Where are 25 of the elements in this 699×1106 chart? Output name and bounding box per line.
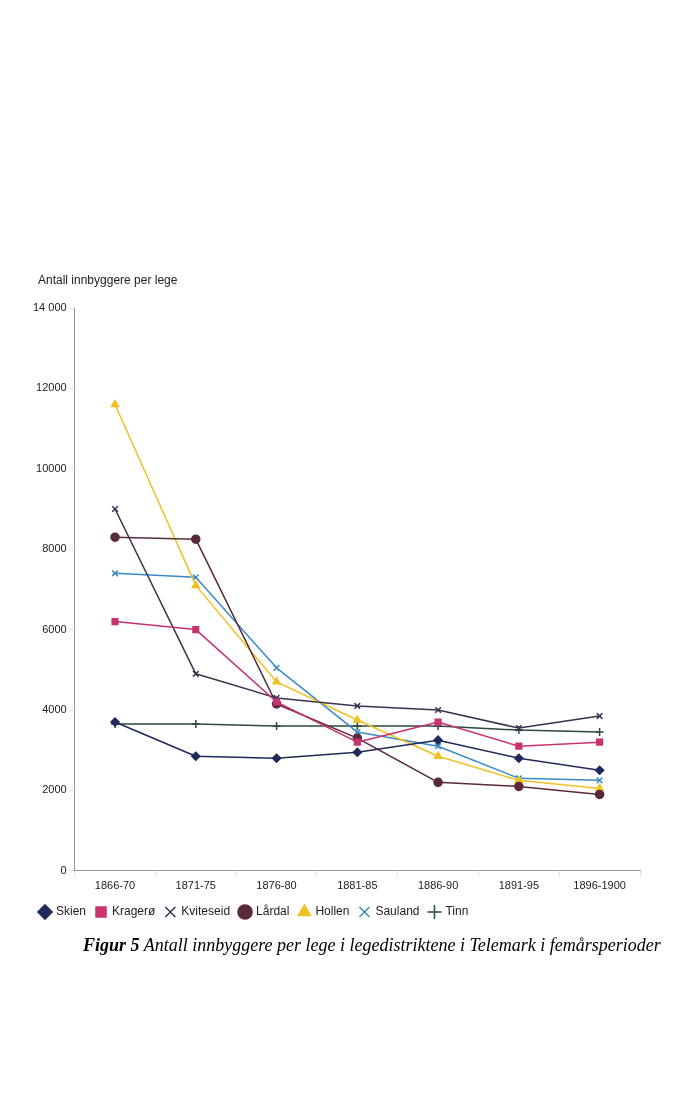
y-tick-label: 8000 bbox=[42, 542, 67, 555]
legend-label: Tinn bbox=[445, 904, 469, 919]
x-tick-label: 1866-70 bbox=[94, 879, 136, 892]
y-tick-label: 4000 bbox=[42, 703, 67, 716]
x-tick-label: 1876-80 bbox=[256, 879, 297, 892]
y-tick-label: 12000 bbox=[36, 381, 67, 394]
y-tick-label: 10000 bbox=[36, 461, 67, 474]
y-tick-label: 14 000 bbox=[32, 301, 67, 314]
y-tick-label: 2000 bbox=[42, 783, 67, 796]
text: Figur 5 bbox=[83, 935, 140, 955]
x-tick-label: 1871-75 bbox=[175, 879, 216, 892]
y-axis-title: Antall innbyggere per lege bbox=[38, 273, 178, 287]
x-tick-label: 1891-95 bbox=[498, 879, 540, 892]
legend-label: Sauland bbox=[375, 904, 420, 919]
x-tick-label: 1881-85 bbox=[337, 879, 378, 892]
legend-label: Hollen bbox=[315, 904, 350, 919]
x-tick-label: 1896-1900 bbox=[573, 879, 626, 892]
y-tick-label: 0 bbox=[60, 863, 67, 876]
legend-label: Lårdal bbox=[256, 904, 290, 919]
legend-label: Skien bbox=[56, 904, 87, 919]
legend-label: Kviteseid bbox=[181, 904, 231, 919]
text: Antall innbyggere per lege i legedistriktene i Telemark i femårsperioder bbox=[143, 935, 661, 955]
legend-label: Kragerø bbox=[112, 904, 157, 919]
x-tick-label: 1886-90 bbox=[417, 879, 459, 892]
y-tick-label: 6000 bbox=[42, 622, 67, 635]
